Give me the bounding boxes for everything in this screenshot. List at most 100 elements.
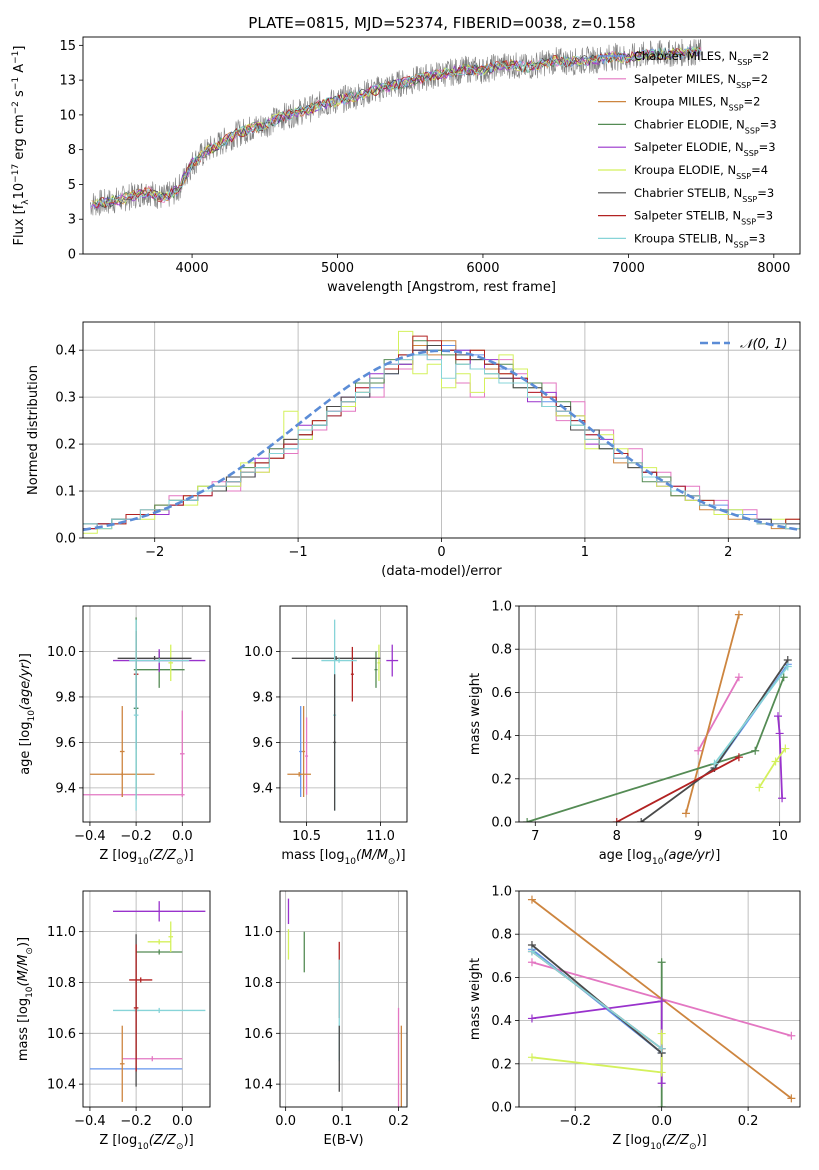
series-line: [531, 1033, 663, 1074]
y-tick-label: 0.4: [55, 344, 76, 359]
series-marker: [734, 673, 743, 682]
x-tick-label: −0.2: [559, 1114, 591, 1129]
series-marker: [774, 712, 783, 721]
legend-text: =3: [749, 231, 766, 245]
legend-text: Salpeter ELODIE, N: [634, 140, 744, 154]
errorbar-point: [305, 717, 309, 795]
errorbar-point: [119, 706, 125, 797]
x-tick-label: 2: [724, 545, 732, 560]
x-axis-label: age [log10(age/yr)]: [599, 848, 721, 867]
y-tick-label: 9.8: [55, 690, 76, 705]
x-axis-label-part: (M/M: [356, 848, 388, 863]
y-tick-label: 9.8: [252, 690, 273, 705]
legend-text: =2: [752, 49, 769, 63]
z-vs-massweight-plot-area: [519, 891, 800, 1107]
series-line: [713, 665, 789, 765]
x-axis-label: Z [log10(Z/Z⊙)]: [99, 848, 193, 867]
x-tick-label: −0.2: [120, 829, 152, 844]
y-axis-label: mass weight: [468, 673, 483, 755]
y-axis-label-part: mass weight: [468, 958, 483, 1040]
y-tick-label: 0.0: [55, 532, 76, 547]
spectrum-data-line: [90, 38, 702, 216]
axes-frame: [279, 890, 408, 1108]
y-axis-label-part: ]: [18, 653, 33, 658]
y-tick-label: 0: [68, 248, 76, 263]
x-axis-label-part: mass [log: [281, 848, 344, 863]
y-tick-label: 10.6: [244, 1027, 273, 1042]
x-axis-label-part: Z [log: [612, 1133, 650, 1148]
x-tick-label: −0.2: [120, 1114, 152, 1129]
x-axis-label-part: Z [log: [99, 848, 137, 863]
errorbar-point: [333, 674, 337, 811]
model-spectrum-line: [92, 47, 701, 209]
series-line: [526, 676, 785, 822]
legend-text: Salpeter MILES, N: [634, 72, 736, 86]
y-tick-label: 0.3: [55, 391, 76, 406]
y-tick-label: 0.2: [55, 438, 76, 453]
y-axis-label-part: erg cm: [12, 114, 27, 163]
y-tick-label: 10.6: [47, 1027, 76, 1042]
errorbar-point: [302, 706, 306, 797]
model-spectrum-line: [95, 45, 702, 207]
legend-text: SSP: [736, 172, 751, 181]
x-tick-label: 10.5: [292, 829, 321, 844]
series-marker: [527, 958, 536, 967]
errorbar-point: [133, 619, 139, 811]
y-tick-label: 8: [68, 143, 76, 158]
series-line: [616, 756, 740, 822]
series-marker: [657, 1029, 666, 1038]
x-axis-label-part: ⊙: [689, 1142, 697, 1152]
y-axis-label-part: (M/M: [16, 955, 31, 987]
series-marker: [657, 1079, 666, 1088]
y-axis-label: mass weight: [468, 958, 483, 1040]
y-tick-label: 0.8: [491, 928, 512, 943]
x-axis-label-part: 10: [650, 1142, 662, 1152]
x-axis-label-part: ⊙: [176, 857, 184, 867]
legend-entry: Salpeter ELODIE, NSSP=3: [634, 140, 776, 158]
y-tick-label: 1.0: [491, 600, 512, 615]
y-axis-label-part: 10: [27, 710, 37, 722]
x-axis-label-part: )]: [395, 848, 405, 863]
z-vs-mass-panel: −0.4 −0.2 0.010.410.610.811.0Z [log10(Z/Z⊙…: [16, 890, 211, 1152]
series-marker: [787, 1031, 796, 1040]
series-marker: [781, 744, 790, 753]
x-tick-label: −0.4: [74, 829, 106, 844]
errorbar-point: [377, 644, 381, 682]
y-tick-label: 10.0: [244, 645, 273, 660]
y-tick-label: 10.8: [244, 976, 273, 991]
legend-text: =4: [751, 163, 768, 177]
z-vs-age-plot-area: [83, 606, 210, 822]
y-axis-label-part: ]: [12, 46, 27, 51]
y-tick-label: 10.0: [47, 645, 76, 660]
y-axis-label-part: age [log: [18, 722, 33, 775]
legend-text: Chabrier STELIB, N: [634, 186, 742, 200]
y-tick-label: 0.2: [491, 1057, 512, 1072]
axes-frame: [279, 605, 408, 823]
residuals-plot-area: [83, 322, 800, 538]
y-axis-label-part: mass weight: [468, 673, 483, 755]
axes-frame: [82, 890, 211, 1108]
ebv-vs-mass-panel: 0.0 0.1 0.2 10.4 10.6 10.8 11.0 E(B-V): [244, 890, 409, 1148]
y-axis-label-part: A: [12, 64, 27, 77]
y-tick-label: 0.6: [491, 971, 512, 986]
y-tick-label: 0.2: [491, 772, 512, 787]
spectrum-panel: 4000 5000 6000 7000 8000 0 3 5 8 10 13 15 Chabrier M…: [11, 36, 801, 295]
x-axis-label-part: (Z/Z: [149, 1133, 177, 1148]
y-tick-label: 9.4: [252, 781, 273, 796]
legend-entry: Kroupa ELODIE, NSSP=4: [634, 163, 768, 181]
spectrum-plot-area: [90, 38, 702, 216]
legend-entry: Kroupa STELIB, NSSP=3: [634, 231, 765, 249]
legend-text: =2: [751, 72, 768, 86]
legend-text: SSP: [736, 80, 751, 89]
y-tick-label: 0.0: [491, 1101, 512, 1116]
legend-text: =3: [760, 117, 777, 131]
y-axis-label-part: s: [12, 90, 27, 101]
series-marker: [637, 818, 646, 822]
y-tick-label: 10: [59, 108, 76, 123]
series-marker: [751, 746, 760, 755]
errorbar-point: [386, 644, 399, 677]
series-line: [697, 676, 740, 752]
errorbar-point: [147, 939, 171, 945]
series-marker: [657, 1103, 666, 1107]
